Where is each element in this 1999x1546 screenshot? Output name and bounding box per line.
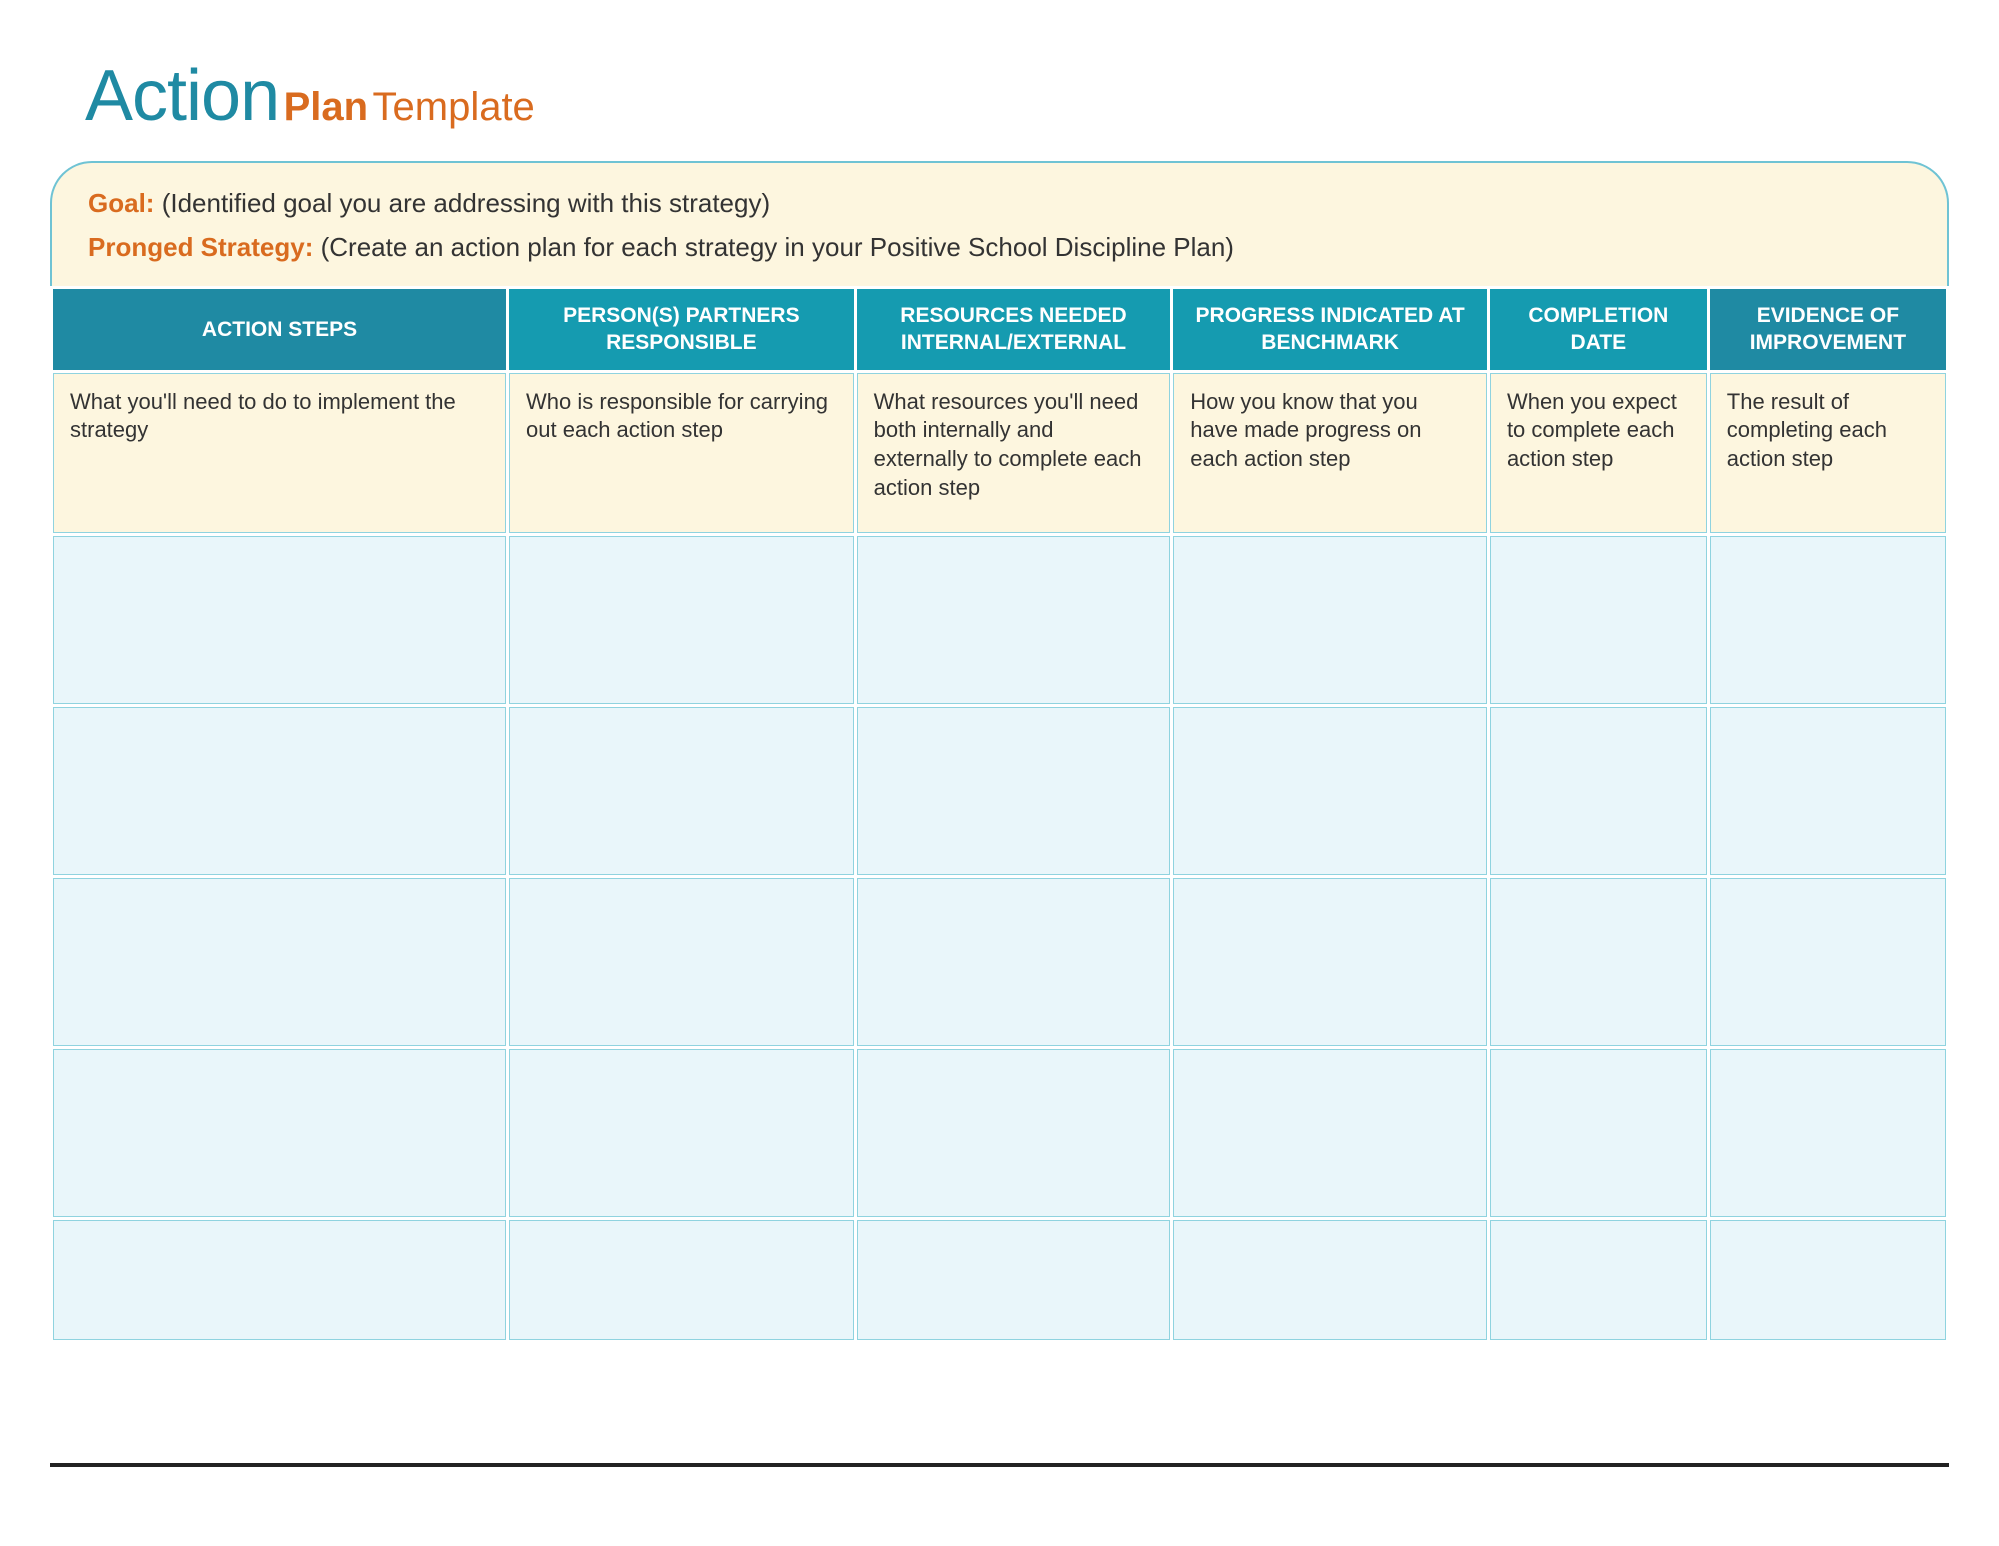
goal-strategy-box: Goal: (Identified goal you are addressin… bbox=[50, 161, 1949, 286]
col-persons: PERSON(S) PARTNERS RESPONSIBLE bbox=[509, 289, 854, 370]
empty-cell[interactable] bbox=[1490, 707, 1707, 875]
empty-cell[interactable] bbox=[857, 1049, 1171, 1217]
empty-cell[interactable] bbox=[1490, 536, 1707, 704]
col-completion-date: COMPLETION DATE bbox=[1490, 289, 1707, 370]
empty-cell[interactable] bbox=[1710, 536, 1946, 704]
desc-action-steps: What you'll need to do to implement the … bbox=[53, 373, 506, 533]
title-word-template: Template bbox=[373, 85, 535, 129]
strategy-text: (Create an action plan for each strategy… bbox=[321, 232, 1234, 262]
empty-cell[interactable] bbox=[53, 536, 506, 704]
table-body: What you'll need to do to implement the … bbox=[53, 373, 1946, 1340]
goal-label: Goal: bbox=[88, 188, 154, 218]
goal-row: Goal: (Identified goal you are addressin… bbox=[88, 185, 1911, 223]
empty-cell[interactable] bbox=[1710, 707, 1946, 875]
empty-cell[interactable] bbox=[53, 1049, 506, 1217]
empty-cell[interactable] bbox=[857, 878, 1171, 1046]
empty-cell[interactable] bbox=[1173, 536, 1487, 704]
page-bottom-rule bbox=[50, 1463, 1949, 1467]
empty-cell[interactable] bbox=[1173, 1220, 1487, 1340]
empty-cell[interactable] bbox=[857, 536, 1171, 704]
empty-cell[interactable] bbox=[509, 878, 854, 1046]
table-row bbox=[53, 878, 1946, 1046]
desc-completion-date: When you expect to complete each action … bbox=[1490, 373, 1707, 533]
empty-cell[interactable] bbox=[509, 707, 854, 875]
empty-cell[interactable] bbox=[1173, 707, 1487, 875]
empty-cell[interactable] bbox=[1710, 878, 1946, 1046]
empty-cell[interactable] bbox=[509, 1220, 854, 1340]
empty-cell[interactable] bbox=[53, 1220, 506, 1340]
empty-cell[interactable] bbox=[509, 536, 854, 704]
desc-progress: How you know that you have made progress… bbox=[1173, 373, 1487, 533]
empty-cell[interactable] bbox=[1173, 1049, 1487, 1217]
description-row: What you'll need to do to implement the … bbox=[53, 373, 1946, 533]
table-row bbox=[53, 1049, 1946, 1217]
table-row bbox=[53, 1220, 1946, 1340]
empty-cell[interactable] bbox=[1490, 878, 1707, 1046]
table-row bbox=[53, 536, 1946, 704]
empty-cell[interactable] bbox=[1710, 1220, 1946, 1340]
table-row bbox=[53, 707, 1946, 875]
empty-cell[interactable] bbox=[53, 707, 506, 875]
title-word-action: Action bbox=[85, 56, 279, 136]
empty-cell[interactable] bbox=[53, 878, 506, 1046]
col-action-steps: ACTION STEPS bbox=[53, 289, 506, 370]
col-evidence: EVIDENCE OF IMPROVEMENT bbox=[1710, 289, 1946, 370]
strategy-row: Pronged Strategy: (Create an action plan… bbox=[88, 229, 1911, 267]
title-word-plan: Plan bbox=[284, 85, 368, 129]
table-header-row: ACTION STEPS PERSON(S) PARTNERS RESPONSI… bbox=[53, 289, 1946, 370]
col-progress: PROGRESS INDICATED AT BENCHMARK bbox=[1173, 289, 1487, 370]
strategy-label: Pronged Strategy: bbox=[88, 232, 313, 262]
empty-cell[interactable] bbox=[857, 707, 1171, 875]
desc-resources: What resources you'll need both internal… bbox=[857, 373, 1171, 533]
page-title: Action Plan Template bbox=[85, 55, 1949, 137]
col-resources: RESOURCES NEEDED INTERNAL/EXTERNAL bbox=[857, 289, 1171, 370]
empty-cell[interactable] bbox=[1710, 1049, 1946, 1217]
desc-evidence: The result of completing each action ste… bbox=[1710, 373, 1946, 533]
action-plan-table: ACTION STEPS PERSON(S) PARTNERS RESPONSI… bbox=[50, 286, 1949, 1343]
desc-persons: Who is responsible for carrying out each… bbox=[509, 373, 854, 533]
empty-cell[interactable] bbox=[857, 1220, 1171, 1340]
empty-cell[interactable] bbox=[1490, 1220, 1707, 1340]
empty-cell[interactable] bbox=[509, 1049, 854, 1217]
empty-cell[interactable] bbox=[1173, 878, 1487, 1046]
goal-text: (Identified goal you are addressing with… bbox=[162, 188, 770, 218]
empty-cell[interactable] bbox=[1490, 1049, 1707, 1217]
